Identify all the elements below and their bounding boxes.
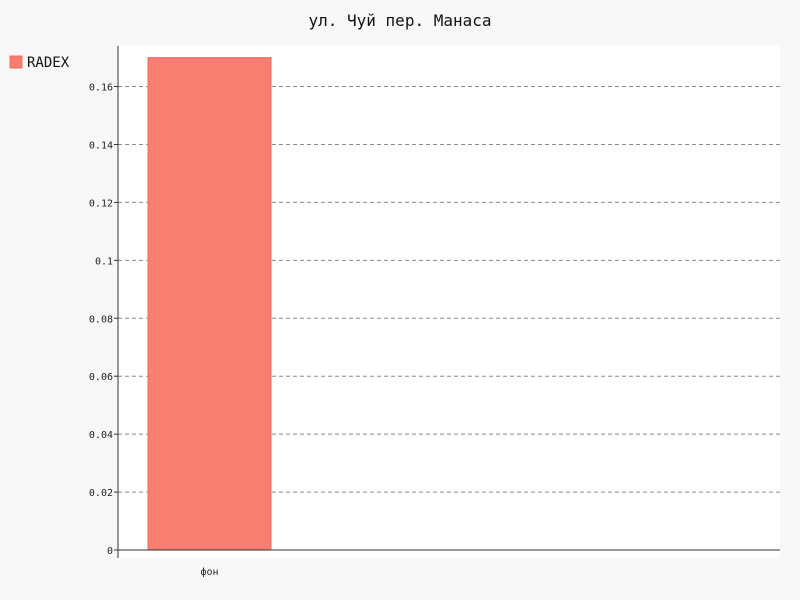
y-tick-label: 0.04 [89, 430, 113, 441]
x-tick-label: фон [200, 566, 218, 578]
gridlines [118, 86, 780, 493]
chart-title: ул. Чуй пер. Манаса [308, 11, 491, 30]
legend-label-radex: RADEX [27, 55, 70, 71]
bar-фон [147, 57, 272, 551]
y-tick-label: 0.06 [89, 372, 113, 383]
y-tick-label: 0.1 [95, 256, 113, 267]
bars [147, 57, 272, 551]
y-tick-labels: 0 0.02 0.04 0.06 0.08 0.1 0.12 0.14 0.16 [89, 83, 118, 557]
x-tick-labels: фон [200, 566, 218, 578]
y-tick-label: 0.12 [89, 198, 113, 209]
legend-swatch-radex [9, 55, 23, 69]
y-tick-label: 0.16 [89, 83, 113, 94]
y-tick-label: 0.14 [89, 140, 113, 151]
y-tick-label: 0 [107, 546, 113, 557]
legend: RADEX [9, 55, 70, 71]
y-tick-label: 0.02 [89, 488, 113, 499]
y-tick-label: 0.08 [89, 314, 113, 325]
